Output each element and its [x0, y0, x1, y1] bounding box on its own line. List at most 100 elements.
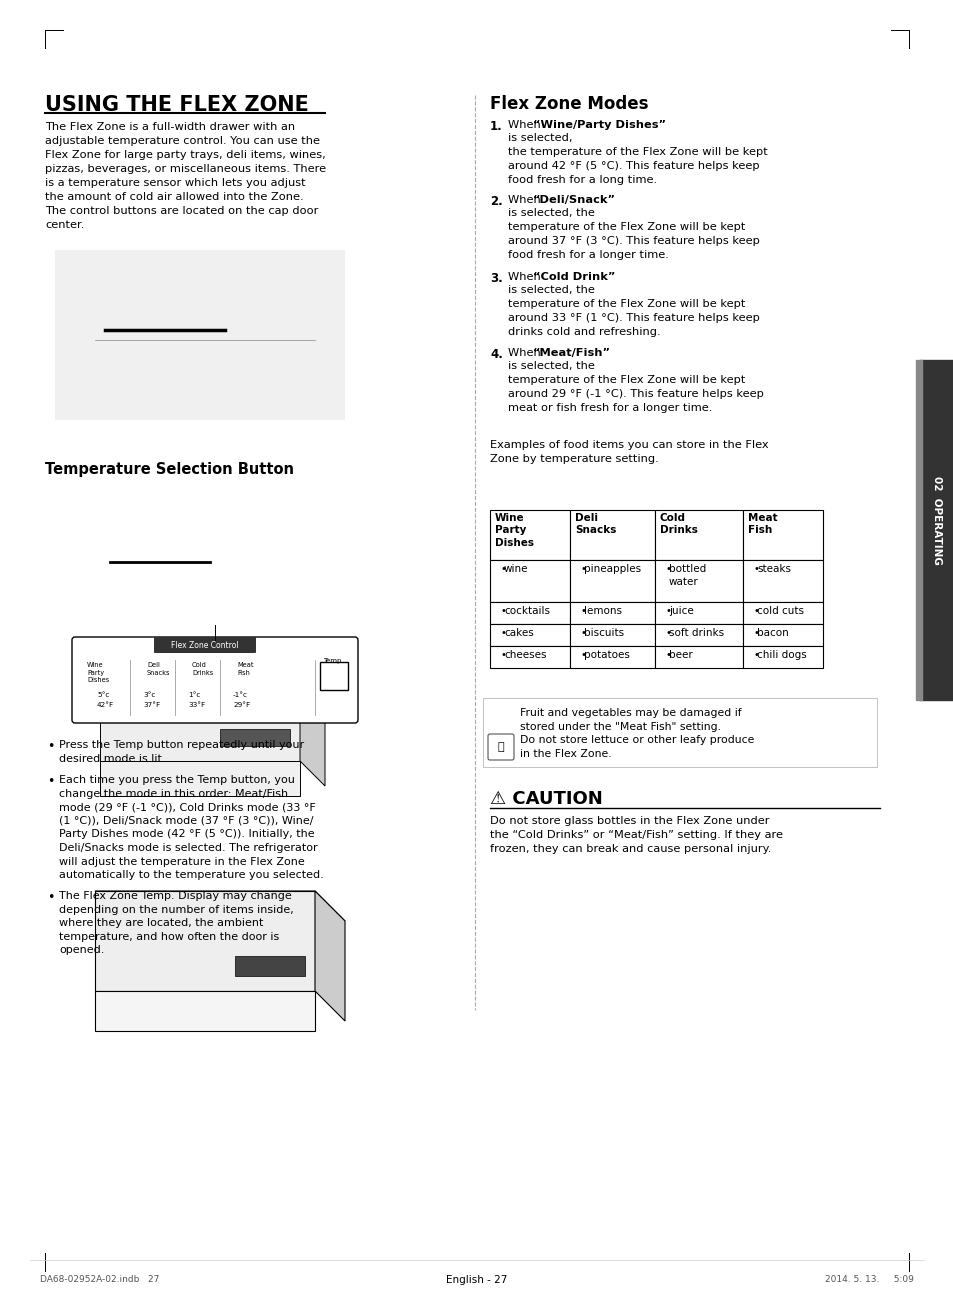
Text: Wine
Party
Dishes: Wine Party Dishes: [87, 662, 110, 683]
Text: •: •: [665, 565, 671, 574]
Text: 4.: 4.: [490, 347, 502, 360]
Bar: [319, 662, 348, 690]
Text: •: •: [753, 565, 760, 574]
Text: •: •: [753, 606, 760, 615]
Text: 33°F: 33°F: [188, 703, 205, 708]
Bar: [655, 602, 742, 624]
Polygon shape: [100, 671, 299, 761]
Text: •: •: [47, 775, 54, 788]
Bar: [742, 559, 822, 602]
Text: is selected, the
temperature of the Flex Zone will be kept
around 33 °F (1 °C). : is selected, the temperature of the Flex…: [507, 285, 760, 337]
Polygon shape: [234, 956, 305, 976]
Text: •: •: [753, 650, 760, 660]
Bar: [569, 647, 655, 667]
Text: biscuits: biscuits: [583, 628, 623, 637]
Text: Examples of food items you can store in the Flex
Zone by temperature setting.: Examples of food items you can store in …: [490, 440, 768, 464]
Bar: [919, 360, 953, 700]
Bar: [490, 602, 569, 624]
Text: Cold
Drinks: Cold Drinks: [192, 662, 213, 675]
Text: “Meat/Fish”: “Meat/Fish”: [533, 347, 610, 358]
Bar: [742, 602, 822, 624]
Bar: [655, 559, 742, 602]
Bar: [490, 647, 569, 667]
Text: potatoes: potatoes: [583, 650, 629, 660]
Text: Do not store glass bottles in the Flex Zone under
the “Cold Drinks” or “Meat/Fis: Do not store glass bottles in the Flex Z…: [490, 816, 782, 853]
Text: 42°F: 42°F: [97, 703, 114, 708]
Text: •: •: [47, 740, 54, 753]
Text: 2014. 5. 13.     5:09: 2014. 5. 13. 5:09: [824, 1275, 913, 1284]
Text: 02  OPERATING: 02 OPERATING: [931, 476, 941, 565]
Text: English - 27: English - 27: [446, 1275, 507, 1285]
Text: •: •: [665, 650, 671, 660]
Text: is selected,
the temperature of the Flex Zone will be kept
around 42 °F (5 °C). : is selected, the temperature of the Flex…: [507, 133, 767, 185]
Text: cold cuts: cold cuts: [757, 606, 803, 615]
Text: soft drinks: soft drinks: [668, 628, 723, 637]
FancyBboxPatch shape: [153, 637, 255, 653]
Text: •: •: [580, 606, 586, 615]
Text: USING THE FLEX ZONE: USING THE FLEX ZONE: [45, 95, 309, 114]
Text: •: •: [580, 628, 586, 637]
Text: beer: beer: [668, 650, 692, 660]
Text: DA68-02952A-02.indb   27: DA68-02952A-02.indb 27: [40, 1275, 159, 1284]
Text: pineapples: pineapples: [583, 565, 640, 574]
Text: Temperature Selection Button: Temperature Selection Button: [45, 462, 294, 477]
Text: •: •: [47, 891, 54, 904]
Text: ⚠ CAUTION: ⚠ CAUTION: [490, 790, 602, 808]
Text: •: •: [500, 606, 506, 615]
Text: wine: wine: [503, 565, 528, 574]
Text: •: •: [753, 628, 760, 637]
Bar: [569, 624, 655, 647]
Bar: [490, 624, 569, 647]
Text: Press the Temp button repeatedly until your
desired mode is lit.: Press the Temp button repeatedly until y…: [59, 740, 304, 764]
Polygon shape: [299, 671, 325, 786]
Polygon shape: [95, 891, 345, 921]
Text: -1°c: -1°c: [233, 692, 248, 699]
Text: When: When: [507, 120, 544, 130]
Text: Deli
Snacks: Deli Snacks: [575, 513, 616, 536]
Polygon shape: [220, 729, 290, 745]
FancyBboxPatch shape: [55, 250, 345, 420]
Bar: [742, 647, 822, 667]
Text: 📝: 📝: [497, 742, 504, 752]
FancyBboxPatch shape: [482, 699, 876, 768]
Text: •: •: [665, 628, 671, 637]
Text: 2.: 2.: [490, 195, 502, 208]
Text: Each time you press the Temp button, you
change the mode in this order: Meat/Fis: Each time you press the Temp button, you…: [59, 775, 323, 881]
Text: 3°c: 3°c: [143, 692, 155, 699]
Text: •: •: [580, 565, 586, 574]
Polygon shape: [95, 991, 314, 1030]
Bar: [569, 559, 655, 602]
Text: is selected, the
temperature of the Flex Zone will be kept
around 29 °F (-1 °C).: is selected, the temperature of the Flex…: [507, 360, 763, 412]
Text: Deli
Snacks: Deli Snacks: [147, 662, 171, 675]
Text: steaks: steaks: [757, 565, 790, 574]
Text: cakes: cakes: [503, 628, 533, 637]
Text: 5°c: 5°c: [97, 692, 110, 699]
Bar: [655, 510, 742, 559]
Text: When: When: [507, 195, 544, 206]
Polygon shape: [314, 891, 345, 1021]
Bar: [742, 624, 822, 647]
Polygon shape: [100, 761, 299, 796]
Text: 1°c: 1°c: [188, 692, 200, 699]
Text: 37°F: 37°F: [143, 703, 160, 708]
Text: The Flex Zone Temp. Display may change
depending on the number of items inside,
: The Flex Zone Temp. Display may change d…: [59, 891, 294, 955]
Text: Flex Zone Modes: Flex Zone Modes: [490, 95, 648, 113]
Bar: [655, 647, 742, 667]
Text: •: •: [665, 606, 671, 615]
Text: The Flex Zone is a full-width drawer with an
adjustable temperature control. You: The Flex Zone is a full-width drawer wit…: [45, 122, 326, 230]
Text: 1.: 1.: [490, 120, 502, 133]
Text: Fruit and vegetables may be damaged if
stored under the "Meat Fish" setting.
Do : Fruit and vegetables may be damaged if s…: [519, 708, 754, 758]
Text: “Wine/Party Dishes”: “Wine/Party Dishes”: [533, 120, 665, 130]
Text: When: When: [507, 272, 544, 282]
Text: is selected, the
temperature of the Flex Zone will be kept
around 37 °F (3 °C). : is selected, the temperature of the Flex…: [507, 208, 760, 260]
Bar: [490, 559, 569, 602]
FancyBboxPatch shape: [488, 734, 514, 760]
Text: lemons: lemons: [583, 606, 621, 615]
Text: Cold
Drinks: Cold Drinks: [659, 513, 698, 536]
Text: 3.: 3.: [490, 272, 502, 285]
Text: 29°F: 29°F: [233, 703, 250, 708]
Text: “Deli/Snack”: “Deli/Snack”: [533, 195, 616, 206]
Text: cheeses: cheeses: [503, 650, 546, 660]
Text: chili dogs: chili dogs: [757, 650, 806, 660]
Text: bacon: bacon: [757, 628, 788, 637]
